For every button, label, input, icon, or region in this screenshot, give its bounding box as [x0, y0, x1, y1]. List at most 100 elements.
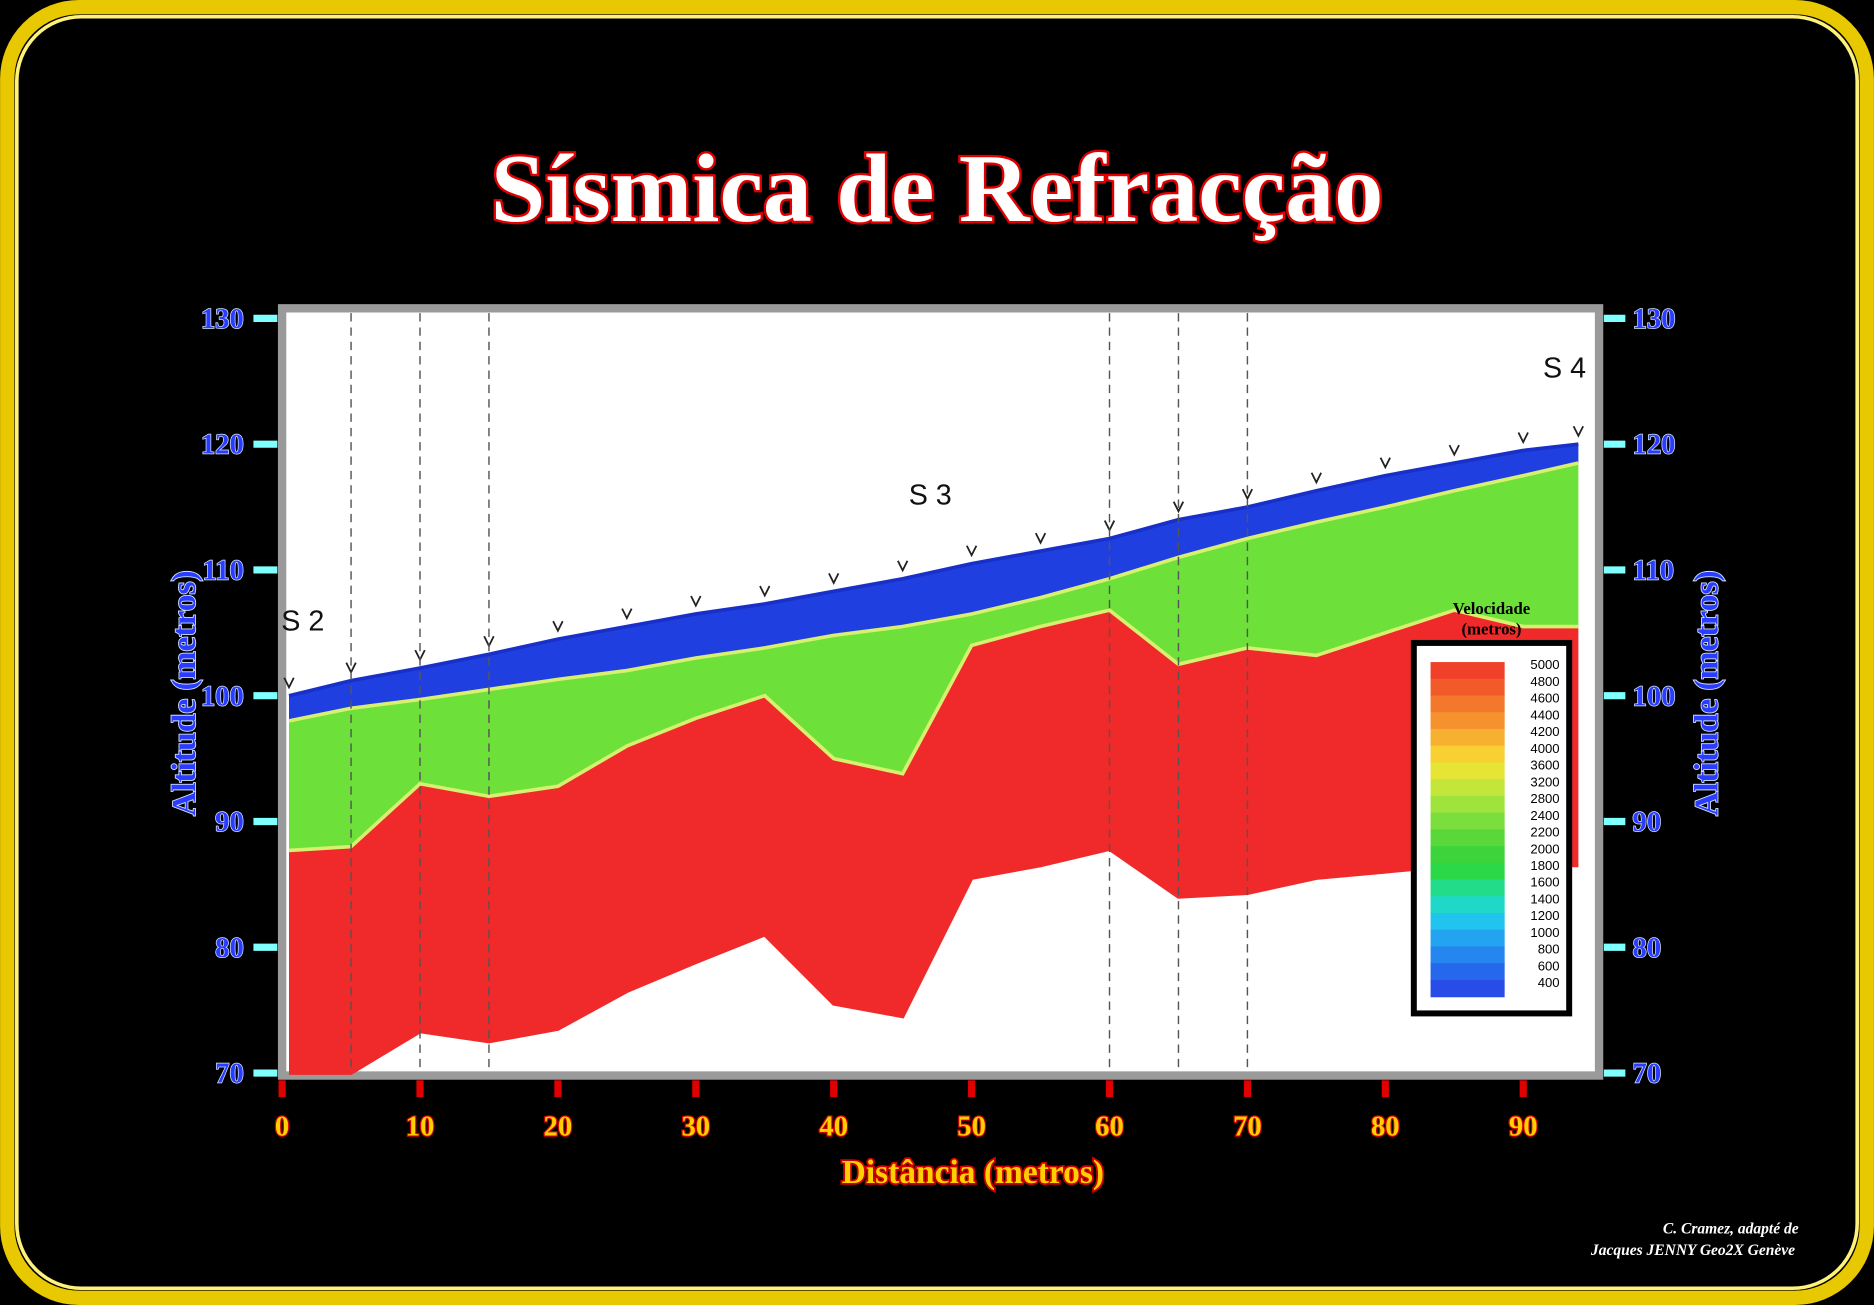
legend-swatch	[1430, 795, 1505, 814]
y-tick-label: 70	[215, 1058, 244, 1090]
legend-label: 3200	[1530, 774, 1559, 789]
shot-label: S 3	[909, 480, 952, 512]
legend-swatch	[1430, 678, 1505, 697]
y2-tick-label: 110	[1633, 554, 1674, 586]
y-tick-label: 80	[215, 932, 244, 964]
layer	[289, 444, 1579, 721]
legend-label: 4200	[1530, 724, 1559, 739]
geophone	[966, 545, 978, 558]
legend-label: 1400	[1530, 891, 1559, 906]
legend-label: 1600	[1530, 875, 1559, 890]
legend-swatch	[1430, 829, 1505, 847]
frame-border-inner	[15, 14, 1859, 1291]
y-tick-label: 110	[202, 554, 243, 586]
geophone	[1517, 432, 1529, 445]
x-tick-label: 20	[544, 1110, 573, 1142]
x-tick-label: 30	[681, 1110, 710, 1142]
y2-tick-label: 80	[1633, 932, 1662, 964]
geophone	[1241, 488, 1253, 501]
shot-label: S 4	[1543, 353, 1586, 385]
legend-swatch	[1430, 779, 1505, 797]
legend-title: Velocidade	[1453, 599, 1530, 618]
y2-tick-label: 130	[1633, 303, 1676, 335]
chart-title: Sísmica de Refracção	[491, 135, 1383, 243]
x-tick-label: 10	[406, 1110, 435, 1142]
geophone	[1310, 472, 1322, 485]
boundary	[288, 461, 1579, 723]
legend-label: 1800	[1530, 858, 1559, 873]
x-tick-label: 50	[957, 1110, 986, 1142]
legend-label: 800	[1538, 942, 1560, 957]
x-axis-label: Distância (metros)	[842, 1154, 1104, 1191]
legend-label: 3600	[1530, 758, 1559, 773]
legend-swatch	[1430, 929, 1505, 948]
geophone	[1379, 457, 1391, 470]
legend-label: 4800	[1530, 674, 1559, 689]
legend-label: 2200	[1530, 825, 1559, 840]
y2-tick-label: 70	[1633, 1058, 1662, 1090]
legend-swatch	[1430, 762, 1505, 780]
geophone	[621, 608, 633, 621]
geophone	[1172, 501, 1185, 514]
layer	[289, 610, 1579, 1074]
x-tick-label: 60	[1095, 1110, 1124, 1142]
legend-swatch	[1430, 913, 1505, 931]
legend-swatch	[1430, 662, 1505, 680]
legend-label: 1200	[1530, 908, 1559, 923]
legend-swatch	[1430, 728, 1505, 747]
y2-tick-label: 90	[1633, 806, 1662, 838]
legend-swatch	[1430, 879, 1505, 897]
geophone	[897, 560, 909, 573]
geophone	[1034, 532, 1047, 545]
y2-tick-label: 100	[1633, 680, 1676, 712]
geophone	[283, 677, 295, 690]
legend-label: 5000	[1530, 657, 1559, 672]
credit: C. Cramez, adapté de	[1663, 1220, 1799, 1237]
y-axis-label: Altitude (metros)	[166, 570, 203, 816]
x-tick-label: 40	[819, 1110, 848, 1142]
legend-label: 2400	[1530, 808, 1559, 823]
legend-swatch	[1430, 812, 1505, 830]
legend-label: 600	[1538, 958, 1560, 973]
legend-label: 2800	[1530, 791, 1559, 806]
legend-swatch	[1430, 963, 1505, 981]
legend-label: 400	[1538, 975, 1560, 990]
legend-swatch	[1430, 745, 1505, 764]
shot-label: S 2	[281, 605, 324, 637]
geophone	[552, 620, 564, 633]
geophone	[759, 585, 771, 598]
y-tick-label: 90	[215, 806, 244, 838]
legend-swatch	[1430, 979, 1505, 998]
legend-swatch	[1430, 896, 1505, 914]
legend-label: 1000	[1530, 925, 1559, 940]
y2-axis-label: Altitude (metros)	[1688, 570, 1725, 816]
legend-swatch	[1430, 862, 1505, 881]
y2-tick-label: 120	[1633, 429, 1676, 461]
legend-label: 2000	[1530, 841, 1559, 856]
legend-swatch	[1430, 846, 1505, 864]
legend-label: 4600	[1530, 691, 1559, 706]
legend-title: (metros)	[1461, 620, 1521, 639]
credit: Jacques JENNY Geo2X Genève	[1590, 1242, 1795, 1259]
geophone	[1572, 425, 1584, 438]
geophone	[828, 572, 840, 585]
y-tick-label: 130	[201, 303, 244, 335]
legend-swatch	[1430, 946, 1505, 964]
x-tick-label: 0	[275, 1110, 289, 1142]
legend-swatch	[1430, 695, 1505, 713]
geophone	[1448, 444, 1460, 457]
boundary	[289, 847, 1579, 1075]
legend-label: 4400	[1530, 707, 1559, 722]
legend-label: 4000	[1530, 741, 1559, 756]
x-tick-label: 80	[1371, 1110, 1400, 1142]
boundary	[288, 608, 1579, 853]
y-tick-label: 120	[201, 429, 244, 461]
legend-swatch	[1430, 712, 1505, 730]
boundary	[288, 442, 1579, 698]
x-tick-label: 70	[1233, 1110, 1262, 1142]
geophone	[690, 595, 702, 608]
y-tick-label: 100	[201, 680, 244, 712]
x-tick-label: 90	[1509, 1110, 1538, 1142]
